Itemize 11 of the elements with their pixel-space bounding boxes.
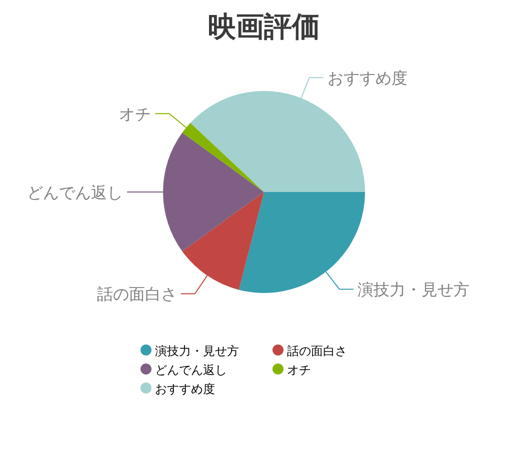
chart-title: 映画評価 <box>208 10 320 43</box>
legend-label: おすすめ度 <box>155 382 215 396</box>
slice-label: 演技力・見せ方 <box>357 280 470 300</box>
legend-label: どんでん返し <box>155 363 227 377</box>
slice-label: 話の面白さ <box>96 284 177 304</box>
legend-label: 演技力・見せ方 <box>155 344 239 358</box>
legend-label: オチ <box>287 363 311 377</box>
slice-label: オチ <box>119 104 152 124</box>
slice-label: どんでん返し <box>27 183 123 202</box>
legend-label: 話の面白さ <box>287 344 347 358</box>
slice-label: おすすめ度 <box>327 68 408 88</box>
